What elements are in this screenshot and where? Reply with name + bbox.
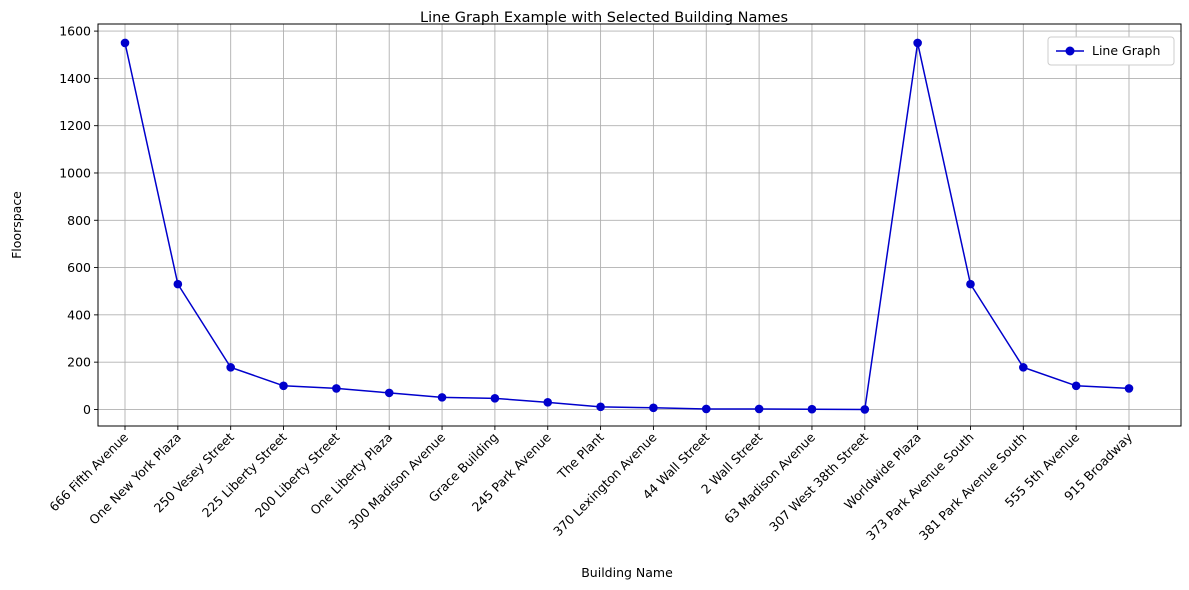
x-tick-label: 381 Park Avenue South: [916, 430, 1030, 544]
chart-title: Line Graph Example with Selected Buildin…: [420, 10, 788, 26]
data-point: [649, 403, 658, 413]
legend-label: Line Graph: [1092, 43, 1160, 58]
x-tick-label: 370 Lexington Avenue: [550, 429, 660, 539]
data-point: [543, 398, 553, 407]
data-point: [490, 394, 500, 403]
y-tick-label: 1000: [59, 165, 91, 180]
y-tick-label: 1400: [59, 71, 91, 86]
data-point: [1019, 363, 1028, 372]
y-axis-ticks: 0 200 400 600 800 1000 1200 1400 1600: [59, 24, 98, 417]
data-point: [384, 388, 394, 398]
data-point: [701, 404, 711, 414]
data-point: [596, 402, 605, 412]
x-tick-label: 300 Madison Avenue: [346, 429, 449, 532]
data-point: [913, 38, 922, 48]
data-point: [754, 404, 764, 414]
grid-lines: [98, 24, 1181, 426]
x-tick-label: 373 Park Avenue South: [863, 430, 977, 544]
plot-frame: [97, 23, 1182, 427]
data-point: [966, 279, 975, 289]
series-layer: [120, 38, 1134, 414]
data-point: [807, 404, 817, 414]
y-axis-label: Floorspace: [9, 191, 24, 259]
data-point: [173, 279, 183, 289]
legend: Line Graph: [1047, 36, 1175, 66]
legend-box: [1047, 36, 1175, 66]
data-point: [120, 38, 130, 48]
y-tick-label: 1600: [59, 24, 91, 39]
x-tick-label: 63 Madison Avenue: [721, 429, 818, 526]
x-axis-label: Building Name: [581, 565, 673, 580]
legend-marker-swatch: [1065, 46, 1075, 56]
x-tick-label: One New York Plaza: [86, 430, 184, 528]
x-tick-label: 307 West 38th Street: [766, 429, 871, 534]
y-tick-label: 1200: [59, 118, 91, 133]
series-line: [124, 42, 1130, 411]
y-tick-label: 200: [67, 355, 91, 370]
y-tick-label: 0: [83, 402, 91, 417]
data-point: [1071, 381, 1081, 391]
data-point: [226, 363, 235, 372]
y-tick-label: 600: [67, 260, 91, 275]
data-point: [332, 384, 341, 393]
y-tick-label: 400: [67, 307, 91, 322]
x-tick-label: The Plant: [554, 429, 607, 482]
y-tick-label: 800: [67, 213, 91, 228]
data-point: [437, 393, 447, 402]
data-point: [860, 405, 870, 414]
data-point: [1124, 384, 1134, 393]
data-point: [279, 381, 288, 391]
